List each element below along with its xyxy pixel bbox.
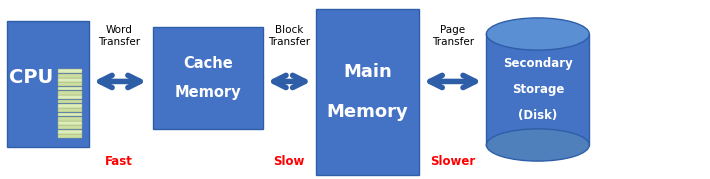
Bar (58, 108, 82, 112)
Text: Secondary: Secondary (503, 57, 573, 70)
Bar (58, 125, 82, 129)
Bar (58, 69, 82, 73)
Bar (58, 121, 82, 125)
Text: Word
Transfer: Word Transfer (98, 25, 141, 47)
Bar (58, 95, 82, 99)
Text: Main: Main (343, 63, 392, 81)
Bar (58, 130, 82, 134)
Bar (58, 82, 82, 86)
Ellipse shape (486, 18, 589, 50)
Bar (7, 21, 89, 147)
Bar (58, 74, 82, 78)
Text: Slower: Slower (430, 155, 476, 168)
Text: CPU: CPU (9, 68, 54, 87)
Text: Storage: Storage (512, 83, 564, 96)
Text: Fast: Fast (105, 155, 133, 168)
Text: Memory: Memory (175, 85, 241, 100)
Bar (58, 91, 82, 95)
Bar (58, 87, 82, 90)
Text: (Disk): (Disk) (518, 109, 557, 122)
Bar (58, 117, 82, 121)
Bar (58, 113, 82, 116)
Text: Memory: Memory (327, 103, 408, 121)
Text: Slow: Slow (273, 155, 305, 168)
Ellipse shape (486, 129, 589, 161)
Bar (58, 100, 82, 103)
Text: Block
Transfer: Block Transfer (268, 25, 310, 47)
Bar (58, 104, 82, 108)
Bar (58, 78, 82, 82)
Bar (58, 134, 82, 138)
Bar (316, 9, 419, 175)
Text: Page
Transfer: Page Transfer (432, 25, 474, 47)
Bar (486, 34, 589, 145)
Bar (153, 27, 263, 129)
Text: Cache: Cache (182, 56, 233, 71)
